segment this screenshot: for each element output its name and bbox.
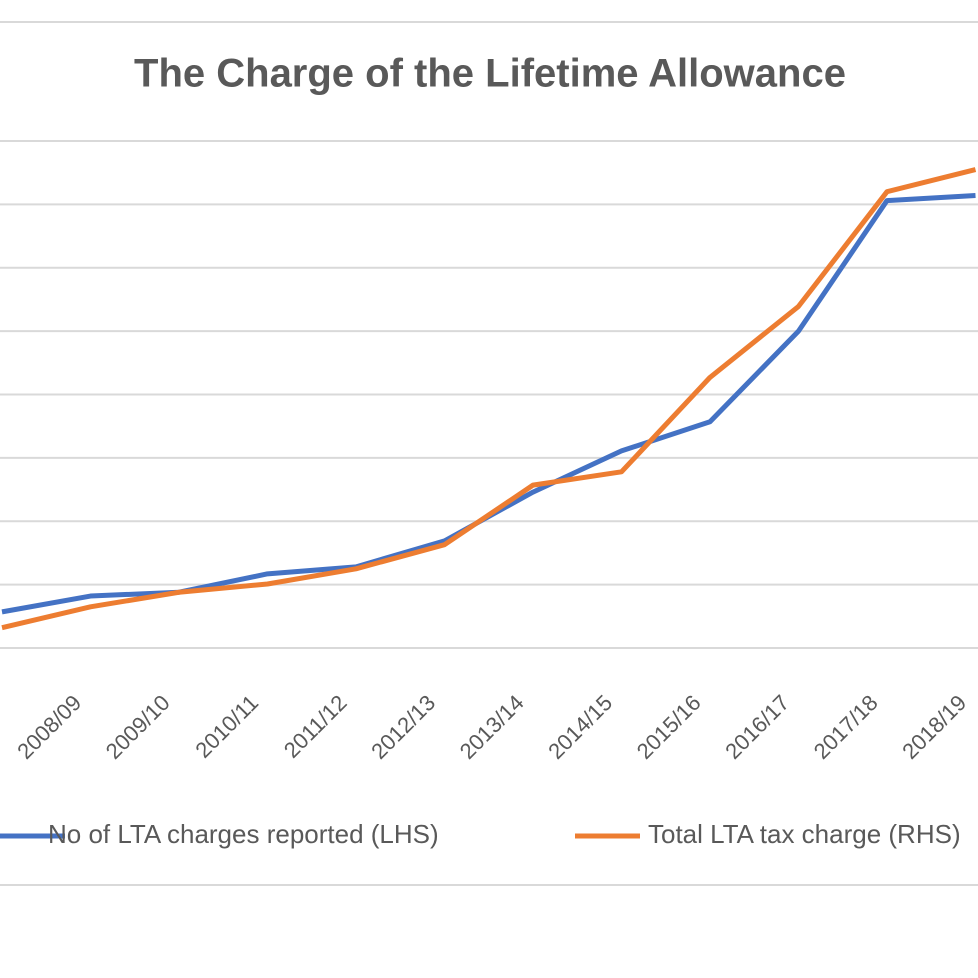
x-tick-label: 2015/16 <box>632 690 706 764</box>
series-line <box>1 193 976 615</box>
x-tick-label: 2011/12 <box>279 690 352 763</box>
x-tick-label: 2009/10 <box>101 690 175 764</box>
chart-title: The Charge of the Lifetime Allowance <box>134 52 846 96</box>
x-tick-label: 2010/11 <box>190 690 263 763</box>
x-tick-label: 2013/14 <box>455 690 529 764</box>
x-tick-label: 2016/17 <box>720 690 794 764</box>
x-tick-label: 2012/13 <box>366 690 440 764</box>
x-tick-label: 2008/09 <box>12 690 86 764</box>
x-tick-label: 2018/19 <box>897 690 971 764</box>
x-tick-label: 2017/18 <box>809 690 883 764</box>
legend-label: Total LTA tax charge (RHS) <box>648 819 961 849</box>
series-line <box>1 167 977 631</box>
x-tick-label: 2014/15 <box>543 690 617 764</box>
legend-label: No of LTA charges reported (LHS) <box>48 819 439 849</box>
